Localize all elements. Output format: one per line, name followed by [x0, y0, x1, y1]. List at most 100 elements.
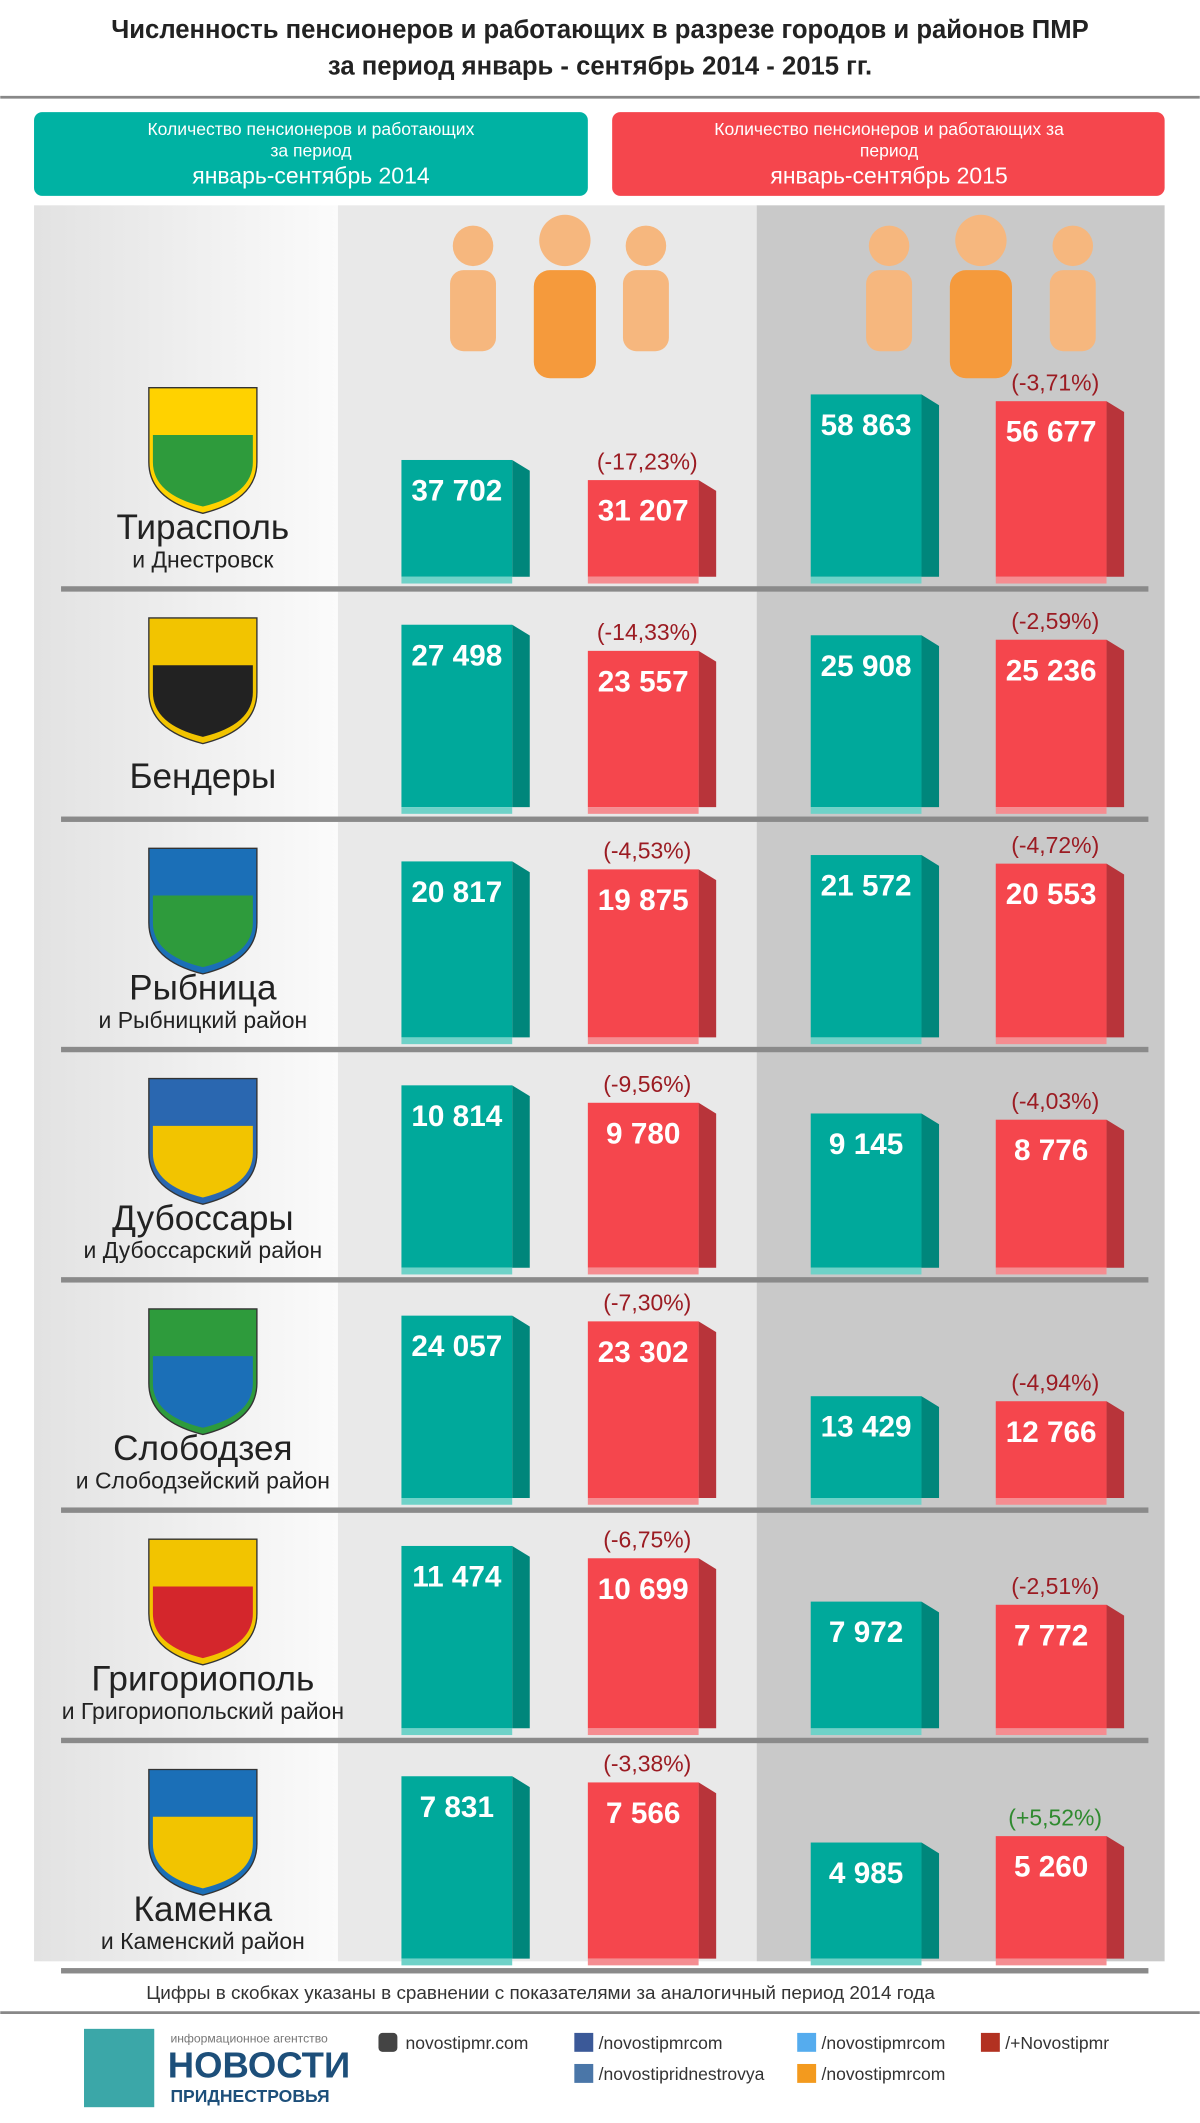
bar-foot — [587, 1728, 699, 1736]
bar — [587, 1321, 699, 1498]
coat-of-arms — [152, 665, 253, 737]
bar-foot — [401, 1267, 513, 1275]
bar-foot — [401, 576, 513, 584]
bar-side — [512, 1315, 530, 1498]
link-facebook[interactable]: /novostipmrcom — [599, 2033, 723, 2053]
change-label: (-9,56%) — [603, 1071, 691, 1097]
bar-foot — [995, 1728, 1107, 1736]
bar-side — [921, 1396, 940, 1498]
district-name: и Днестровск — [132, 546, 274, 572]
bar-side — [512, 1085, 530, 1268]
bar-foot — [587, 807, 699, 814]
bar-value: 25 236 — [1006, 654, 1097, 687]
bar-value: 27 498 — [411, 639, 502, 672]
city-name: Дубоссары — [112, 1199, 294, 1238]
footnote: Цифры в скобках указаны в сравнении с по… — [146, 1983, 935, 2004]
bar-side — [1106, 639, 1125, 808]
bar-side — [512, 624, 530, 808]
bar-side — [1106, 863, 1125, 1038]
bar-foot — [995, 1958, 1107, 1966]
change-label: (+5,52%) — [1008, 1804, 1102, 1830]
bar-foot — [995, 1037, 1107, 1045]
bar — [587, 1782, 699, 1959]
link-vk[interactable]: /novostipridnestrovya — [599, 2064, 765, 2084]
bar-value: 7 972 — [829, 1616, 903, 1649]
bar-value: 4 985 — [829, 1857, 903, 1890]
city-name: Слободзея — [113, 1429, 292, 1468]
bar-value: 23 302 — [598, 1336, 689, 1369]
coat-of-arms — [152, 895, 253, 968]
district-name: и Григориопольский район — [62, 1698, 344, 1724]
bar-value: 23 557 — [598, 665, 689, 698]
row-separator — [61, 1046, 1149, 1053]
bar — [810, 1842, 922, 1959]
bar-foot — [401, 807, 513, 814]
bar-value: 5 260 — [1014, 1851, 1088, 1884]
bar-value: 7 831 — [420, 1791, 494, 1824]
bar — [810, 1113, 922, 1268]
bar-side — [698, 650, 717, 808]
bar — [810, 394, 922, 577]
bar-value: 7 772 — [1014, 1619, 1088, 1652]
link-gplus[interactable]: /+Novostipmr — [1005, 2033, 1109, 2053]
bar-side — [698, 1782, 717, 1959]
bar — [401, 624, 513, 808]
bar-value: 11 474 — [412, 1560, 502, 1593]
bar — [995, 1119, 1107, 1268]
bar-value: 58 863 — [821, 409, 912, 442]
bar-foot — [810, 1267, 922, 1275]
icon-ok — [797, 2063, 817, 2083]
bar-value: 20 817 — [411, 876, 502, 909]
link-ok[interactable]: /novostipmrcom — [822, 2064, 946, 2084]
bar — [401, 459, 513, 577]
bar-foot — [810, 1037, 922, 1045]
bar — [995, 1604, 1107, 1729]
coat-of-arms — [152, 1816, 253, 1889]
link-twitter[interactable]: /novostipmrcom — [822, 2033, 946, 2053]
bar-value: 21 572 — [821, 870, 912, 903]
change-label: (-4,03%) — [1011, 1088, 1099, 1114]
bar — [401, 1776, 513, 1959]
bar-side — [698, 869, 717, 1038]
coat-of-arms — [152, 1125, 253, 1198]
bar — [401, 1315, 513, 1498]
bar — [810, 1601, 922, 1729]
bar-value: 10 814 — [411, 1100, 502, 1133]
logo-brand-sub: ПРИДНЕСТРОВЬЯ — [170, 2086, 329, 2106]
bar-side — [1106, 401, 1125, 577]
bar-value: 20 553 — [1006, 878, 1097, 911]
bar-value: 25 908 — [821, 650, 912, 683]
bar-value: 7 566 — [606, 1797, 680, 1830]
row-separator — [61, 1737, 1149, 1744]
bar-side — [698, 1558, 717, 1729]
bar-foot — [587, 1497, 699, 1505]
change-label: (-14,33%) — [597, 619, 698, 645]
bar-value: 9 780 — [606, 1117, 680, 1150]
bar-foot — [995, 1497, 1107, 1505]
header-box — [612, 112, 1165, 196]
bar — [995, 863, 1107, 1038]
bar — [587, 1102, 699, 1268]
link-site[interactable]: novostipmr.com — [405, 2033, 528, 2053]
bar — [995, 639, 1107, 808]
bar — [587, 1558, 699, 1729]
change-label: (-2,59%) — [1011, 608, 1099, 634]
change-label: (-3,71%) — [1011, 369, 1099, 395]
change-label: (-3,38%) — [603, 1751, 691, 1777]
bar-side — [921, 1601, 940, 1729]
bar-side — [921, 855, 940, 1038]
icon-vk — [574, 2063, 594, 2083]
change-label: (-4,94%) — [1011, 1369, 1099, 1395]
bar-side — [698, 480, 717, 577]
bar-side — [698, 1321, 717, 1498]
coat-of-arms — [152, 1586, 253, 1659]
bar-value: 12 766 — [1006, 1416, 1097, 1449]
bar-side — [921, 1113, 940, 1268]
city-name: Тирасполь — [117, 508, 290, 547]
header-box — [34, 112, 588, 196]
city-name: Григориополь — [91, 1659, 314, 1698]
coat-of-arms — [152, 1356, 253, 1428]
bar — [401, 861, 513, 1038]
